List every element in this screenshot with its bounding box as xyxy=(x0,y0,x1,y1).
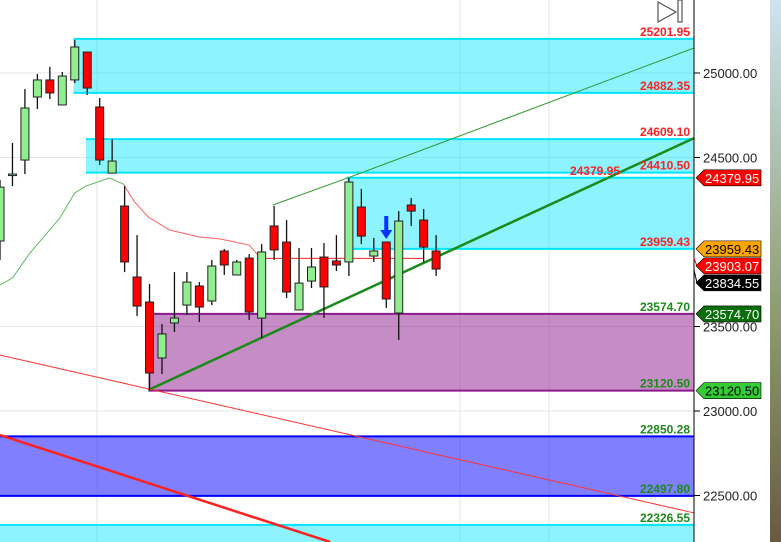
price-tag-label: 23834.55 xyxy=(705,276,759,291)
candle-up xyxy=(107,160,117,174)
trend-line xyxy=(272,47,695,206)
price-tag xyxy=(695,240,762,258)
skip-to-end-icon[interactable] xyxy=(657,0,678,24)
candle-down xyxy=(356,206,366,237)
price-tag xyxy=(695,257,762,275)
skip-to-end-bar[interactable] xyxy=(677,0,683,23)
trend-line xyxy=(0,354,695,514)
price-tag-label: 24379.95 xyxy=(705,171,759,186)
candle-down xyxy=(219,250,229,266)
candle-down xyxy=(319,256,329,288)
zone-label-top: 22850.28 xyxy=(640,422,690,436)
price-axis-label: 22500.00 xyxy=(703,489,757,504)
candle-down xyxy=(419,219,429,248)
candle-up xyxy=(294,282,304,311)
price-tag-connector xyxy=(693,258,698,267)
price-axis-label: 25000.00 xyxy=(703,66,757,81)
trend-line xyxy=(0,177,124,286)
price-axis-label: 23000.00 xyxy=(703,404,757,419)
candle-up xyxy=(70,46,80,81)
price-tag xyxy=(695,169,762,187)
candle-up xyxy=(7,173,17,177)
price-tag-label: 23903.07 xyxy=(705,259,759,274)
candle-up xyxy=(369,250,379,257)
candle-down xyxy=(95,106,105,161)
candle-down xyxy=(120,205,130,263)
candle-down xyxy=(406,204,416,212)
zone-label-bottom: 23959.43 xyxy=(640,235,690,249)
candle-down xyxy=(194,285,204,308)
down-arrow-icon xyxy=(380,216,393,240)
trend-line xyxy=(122,183,261,259)
zone-label-bottom: 24882.35 xyxy=(640,79,690,93)
price-tag-label: 23574.70 xyxy=(705,307,759,322)
price-tag xyxy=(695,274,762,292)
zone-fill xyxy=(148,313,695,391)
candle-down xyxy=(244,257,254,313)
candle-down xyxy=(431,250,441,270)
window-edge xyxy=(770,0,781,542)
zone-label-top: 22326.55 xyxy=(640,511,690,525)
price-tag xyxy=(695,382,762,399)
candle-up xyxy=(20,107,30,161)
price-tag-connector xyxy=(693,269,698,283)
candle-up xyxy=(307,266,316,282)
zone-label-top: 24609.10 xyxy=(640,125,690,139)
price-tag xyxy=(695,305,762,323)
price-tag-label: 23959.43 xyxy=(705,242,759,257)
candle-down xyxy=(269,225,279,251)
candle-up xyxy=(169,317,179,324)
price-axis-label: 24500.00 xyxy=(703,151,757,166)
zone-fill xyxy=(73,38,695,93)
candle-up xyxy=(32,79,42,98)
candle-up xyxy=(182,281,192,306)
zone-fill xyxy=(0,436,694,496)
candle-up xyxy=(344,181,354,263)
candle-up xyxy=(232,261,242,276)
zone-label-top: 23574.70 xyxy=(640,300,690,314)
candle-up xyxy=(157,333,167,359)
candle-up xyxy=(57,75,67,106)
price-axis-label: 23500.00 xyxy=(703,320,757,335)
zone-fill xyxy=(0,524,694,542)
trend-line xyxy=(0,433,331,542)
candle-up xyxy=(207,265,217,302)
candle-up xyxy=(257,251,267,319)
zone-label-top: 25201.95 xyxy=(640,25,690,39)
candle-down xyxy=(82,51,92,89)
candle-down xyxy=(331,260,341,266)
candle-down xyxy=(282,241,292,293)
zone-fill xyxy=(85,139,694,173)
candle-down xyxy=(45,79,55,94)
candle-up xyxy=(394,220,404,314)
price-tag-label: 23120.50 xyxy=(705,384,759,399)
zone-label-top: 24379.95 xyxy=(570,164,620,178)
zone-label-bottom: 22497.80 xyxy=(640,482,690,496)
candle-down xyxy=(381,241,391,300)
zone-fill xyxy=(346,177,694,249)
candle-down xyxy=(132,276,142,307)
candle-down xyxy=(145,301,155,374)
zone-label-bottom: 24410.50 xyxy=(640,159,690,173)
zone-label-bottom: 23120.50 xyxy=(640,377,690,391)
trend-line xyxy=(147,136,695,392)
candle-up xyxy=(0,186,5,242)
